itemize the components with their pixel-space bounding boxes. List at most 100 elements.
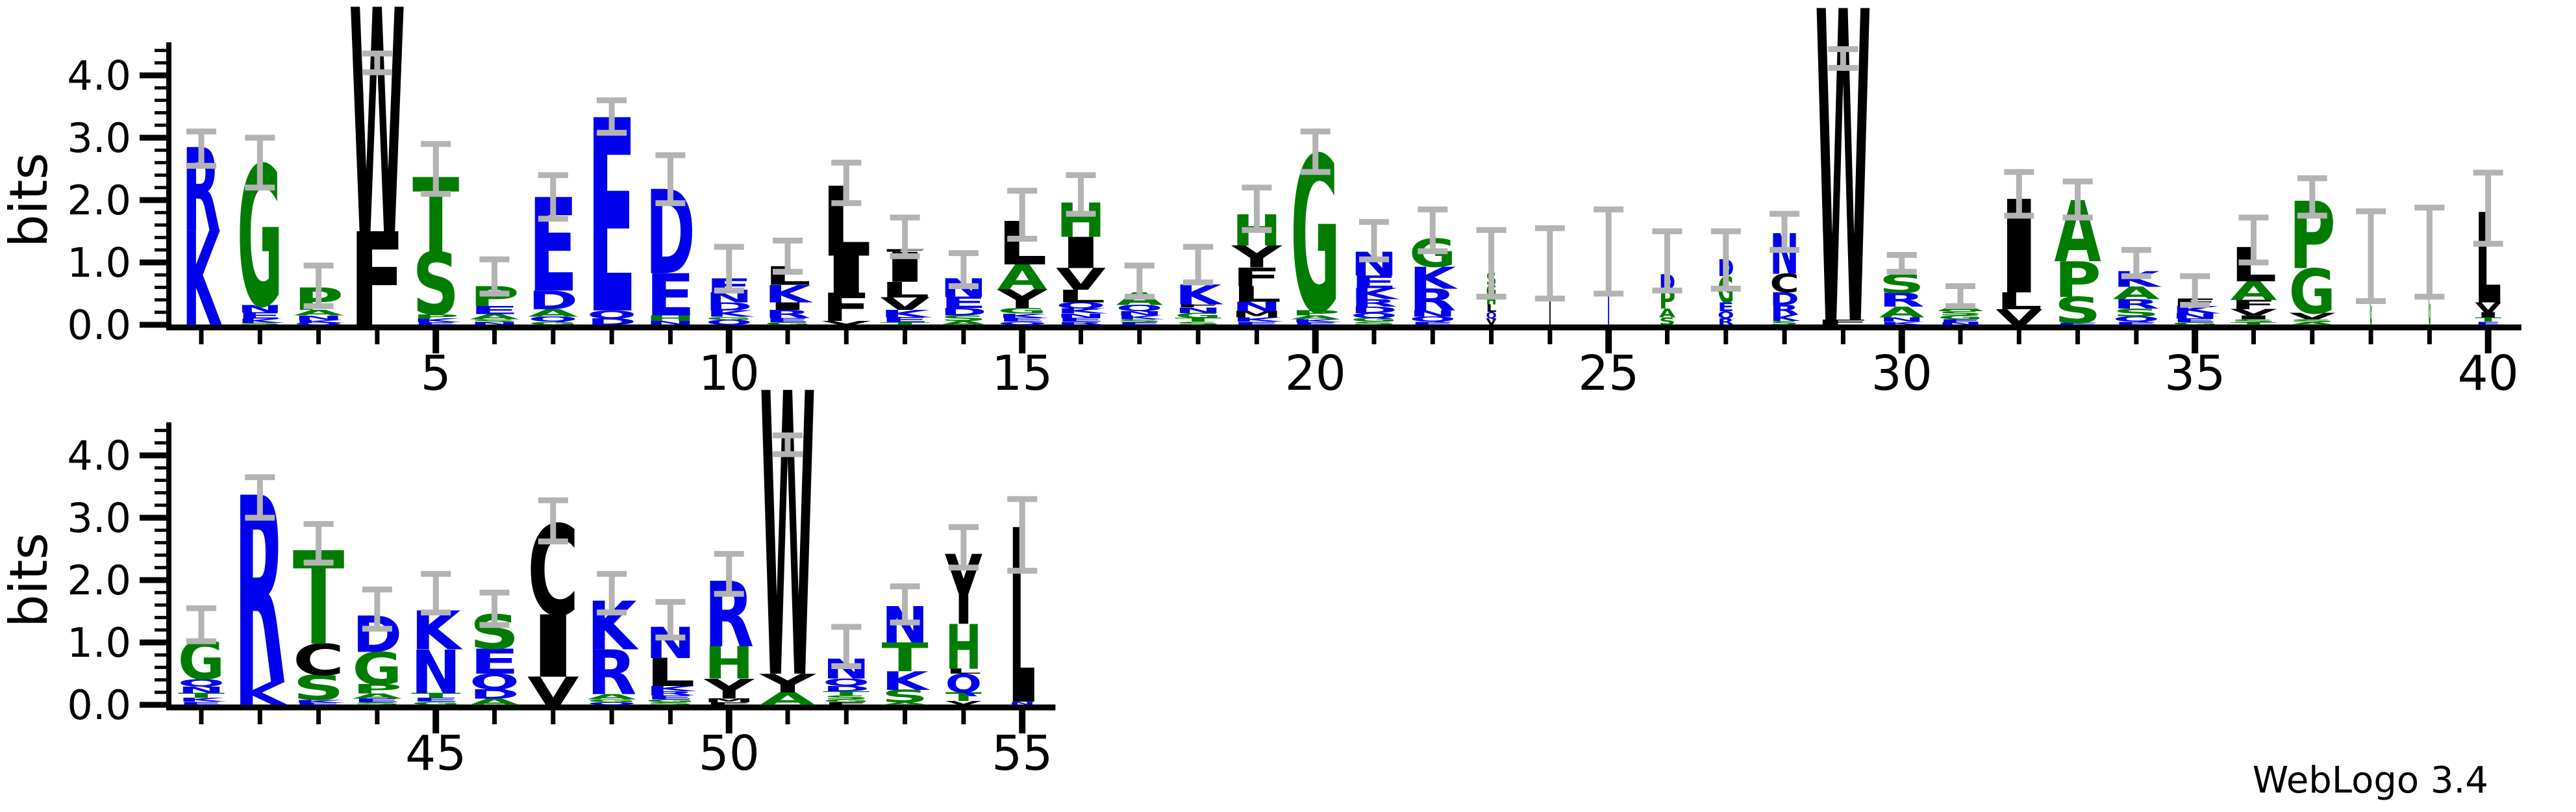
logo-letter-E: E (2054, 322, 2101, 325)
logo-letter-Y: Y (996, 284, 1047, 314)
logo-letter-G: G (1351, 317, 1397, 323)
logo-letter-S: S (293, 668, 344, 708)
logo-letter-I: I (2230, 314, 2277, 320)
logo-letter-P: P (353, 681, 403, 696)
y-tick-label: 0.0 (67, 681, 131, 729)
logo-letter-H: H (645, 314, 695, 323)
logo-letter-N: N (1879, 316, 1924, 324)
x-tick-label: 50 (699, 726, 760, 773)
logo-letter-G: G (2429, 277, 2431, 337)
logo-letter-K: K (237, 318, 285, 325)
logo-letter-R: R (1718, 317, 1734, 327)
logo-letter-Q: Q (2113, 315, 2160, 323)
logo-letter-A: A (940, 320, 987, 326)
logo-letter-Y: Y (703, 674, 755, 705)
logo-letter-E: E (645, 262, 695, 330)
logo-letter-S: S (2230, 318, 2277, 324)
x-tick-label: 35 (2164, 346, 2225, 393)
logo-letter-E: E (2171, 318, 2218, 324)
logo-letter-Q: Q (1056, 301, 1106, 311)
logo-letter-N: N (1009, 701, 1036, 706)
logo-letter-Q: Q (469, 669, 519, 694)
y-tick-label: 3.0 (67, 114, 131, 162)
logo-letter-A: A (469, 697, 519, 707)
logo-letter-Q: Q (1486, 310, 1496, 321)
logo-letter-T: T (881, 635, 928, 680)
logo-letter-N: N (645, 320, 695, 326)
logo-letter-L: L (1486, 302, 1496, 314)
logo-letter-H: H (945, 612, 982, 683)
logo-letter-K: K (1290, 318, 1343, 324)
logo-letter-E: E (764, 317, 811, 324)
logo-letter-E: E (1938, 318, 1983, 324)
logo-letter-L: L (945, 667, 982, 675)
logo-letter-K: K (645, 685, 698, 692)
y-tick-label: 2.0 (67, 557, 131, 604)
logo-letter-S: S (823, 694, 869, 700)
logo-letter-V: V (1995, 305, 2043, 329)
logo-letter-G: G (764, 322, 811, 325)
logo-letter-S: S (1659, 315, 1675, 327)
logo-letter-R: R (1056, 321, 1106, 326)
logo-letter-F: F (349, 206, 405, 355)
logo-letter-A: A (353, 692, 403, 700)
logo-letter-N: N (1116, 310, 1163, 317)
logo-letter-Q: Q (1116, 303, 1163, 313)
logo-letter-R: R (587, 637, 637, 709)
logo-letter-V: V (1056, 262, 1106, 297)
logo-letter-L: L (1056, 286, 1106, 307)
logo-letter-K: K (294, 319, 346, 324)
logo-letter-G: G (2171, 322, 2218, 325)
logo-letter-A: A (294, 309, 344, 318)
logo-letter-Y: Y (759, 668, 817, 698)
logo-letter-F: F (821, 286, 871, 330)
logo-letter-F: F (823, 702, 869, 705)
logo-letter-T: T (880, 322, 930, 325)
logo-letter-V: V (821, 320, 871, 326)
logo-letter-P: P (2054, 251, 2101, 308)
x-tick-label: 5 (421, 346, 451, 393)
logo-letter-Q: Q (587, 308, 637, 321)
x-tick-label: 45 (405, 726, 466, 773)
logo-letter-K: K (1879, 321, 1927, 326)
logo-letter-E: E (293, 702, 344, 705)
logo-letter-G: G (997, 307, 1047, 316)
logo-letter-E: E (645, 694, 695, 700)
logo-letter-I: I (1607, 277, 1610, 337)
y-tick-label: 4.0 (67, 52, 131, 99)
logo-letter-A: A (997, 258, 1047, 298)
logo-letter-S: S (412, 235, 459, 335)
logo-letter-N: N (294, 314, 344, 322)
logo-letter-S: S (469, 318, 519, 324)
logo-letter-A: A (1879, 304, 1924, 321)
logo-letter-E: E (1290, 322, 1340, 325)
y-axis-title: bits (0, 153, 59, 247)
logo-letter-Q: Q (1718, 309, 1734, 321)
x-tick-label: 55 (992, 726, 1053, 773)
logo-letter-E: E (880, 316, 930, 324)
logo-letter-W: W (349, 0, 405, 304)
y-tick-label: 2.0 (67, 177, 131, 224)
logo-letter-K: K (234, 676, 288, 713)
logo-letter-V: V (1486, 317, 1496, 327)
logo-letter-E: E (237, 311, 282, 320)
logo-letter-K: K (880, 308, 932, 320)
logo-letter-A: A (587, 693, 637, 701)
logo-letter-Q: Q (587, 702, 637, 705)
logo-letter-R: R (2113, 297, 2160, 312)
logo-letter-E: E (2113, 321, 2160, 326)
logo-letter-A: A (1659, 306, 1675, 320)
logo-letter-C: C (1770, 268, 1799, 298)
logo-letter-A: A (760, 689, 816, 709)
logo-letter-F: F (1232, 262, 1282, 292)
logo-letter-K: K (178, 697, 227, 703)
logo-letter-T: T (178, 692, 225, 700)
logo-letter-Q: Q (823, 677, 869, 689)
y-tick-label: 3.0 (67, 494, 131, 542)
logo-letter-S: S (2289, 318, 2336, 324)
logo-letter-E: E (940, 294, 987, 312)
logo-letter-V: V (2230, 307, 2277, 317)
logo-letter-S: S (2054, 290, 2101, 331)
